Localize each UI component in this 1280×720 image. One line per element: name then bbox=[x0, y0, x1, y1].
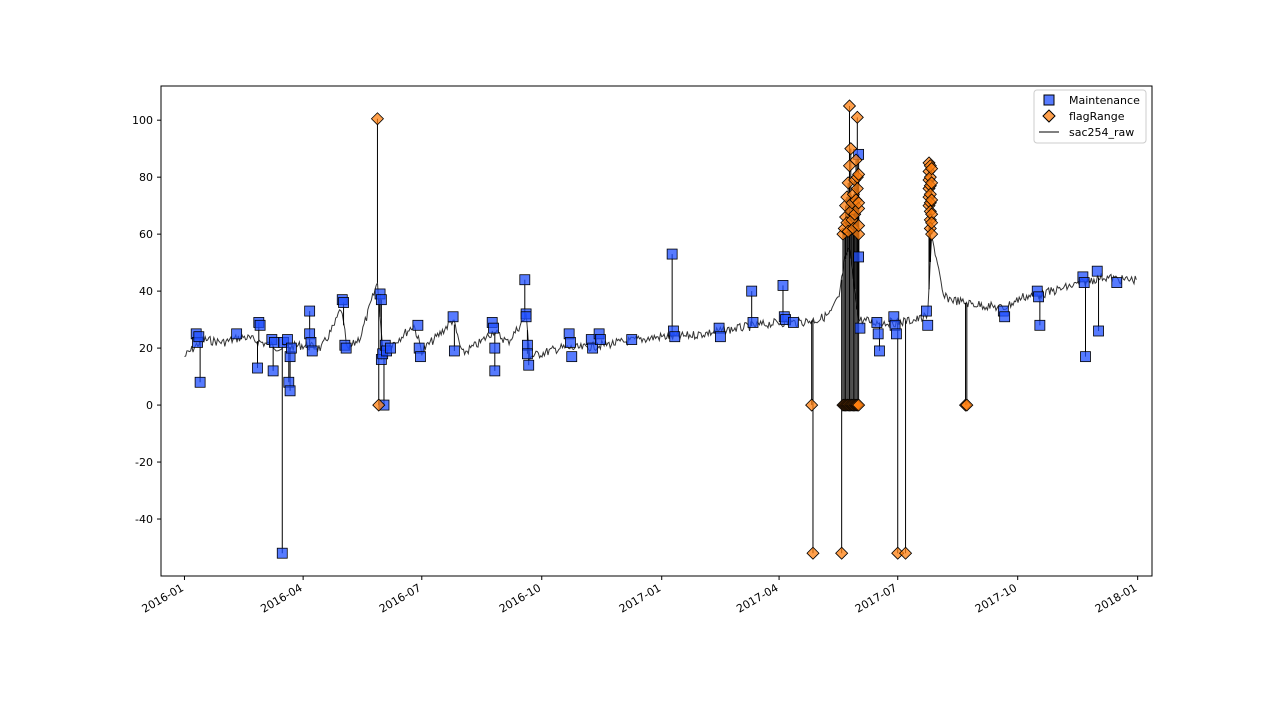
maintenance-point bbox=[1091, 265, 1103, 277]
maintenance-point bbox=[522, 348, 533, 360]
flagrange-point bbox=[844, 142, 858, 156]
legend-marker-flagrange bbox=[1042, 109, 1056, 123]
series-line-layer bbox=[184, 237, 1137, 361]
maintenance-point bbox=[566, 351, 578, 363]
y-tick-label: -20 bbox=[135, 456, 153, 469]
flagrange-point bbox=[898, 546, 913, 560]
maintenance-point bbox=[788, 317, 799, 328]
maintenance-point bbox=[340, 342, 352, 354]
maintenance-point bbox=[1111, 277, 1123, 288]
maintenance-markers bbox=[190, 148, 1123, 559]
y-tick-label: 0 bbox=[146, 399, 153, 412]
legend-marker-maintenance bbox=[1043, 94, 1055, 106]
series-line-sac254-raw bbox=[184, 237, 1137, 361]
maintenance-point bbox=[306, 345, 318, 357]
maintenance-point bbox=[375, 294, 387, 306]
maintenance-point bbox=[854, 322, 866, 334]
maintenance-point bbox=[1034, 319, 1046, 331]
maintenance-point bbox=[714, 331, 726, 343]
maintenance-point bbox=[520, 311, 532, 323]
flagrange-point bbox=[805, 398, 819, 412]
flagrange-point bbox=[852, 398, 866, 412]
maintenance-point bbox=[595, 334, 606, 345]
y-tick-label: 100 bbox=[132, 114, 153, 127]
stem-layer bbox=[199, 105, 1100, 554]
maintenance-point bbox=[285, 342, 297, 354]
maintenance-point bbox=[193, 331, 205, 343]
flagrange-point bbox=[849, 153, 863, 167]
maintenance-point bbox=[891, 328, 902, 340]
maintenance-point bbox=[587, 342, 599, 354]
maintenance-point bbox=[853, 251, 865, 263]
flagrange-point bbox=[850, 181, 864, 196]
flagrange-point bbox=[372, 398, 386, 412]
maintenance-point bbox=[874, 345, 885, 357]
maintenance-point bbox=[304, 305, 316, 317]
flagrange-point bbox=[370, 112, 385, 126]
maintenance-point bbox=[921, 305, 932, 317]
flagrange-point bbox=[852, 219, 866, 233]
flagrange-markers bbox=[370, 99, 974, 560]
maintenance-point bbox=[922, 319, 934, 331]
maintenance-point bbox=[871, 317, 883, 328]
maintenance-point bbox=[1033, 291, 1044, 303]
maintenance-point bbox=[746, 285, 758, 297]
y-tick-label: 40 bbox=[139, 285, 153, 298]
maintenance-point bbox=[999, 311, 1011, 323]
legend-label-raw: sac254_raw bbox=[1069, 126, 1134, 139]
maintenance-point bbox=[254, 319, 266, 331]
maintenance-point bbox=[267, 365, 279, 377]
maintenance-point bbox=[489, 365, 501, 377]
y-tick-label: 60 bbox=[139, 228, 153, 241]
maintenance-point bbox=[447, 311, 459, 323]
maintenance-point bbox=[415, 351, 426, 363]
flagrange-point bbox=[925, 162, 939, 176]
legend-label-maintenance: Maintenance bbox=[1069, 94, 1140, 107]
y-tick-label: 20 bbox=[139, 342, 153, 355]
y-axis: -40 -20 0 20 40 60 80 100 bbox=[132, 114, 161, 526]
legend: Maintenance flagRange sac254_raw bbox=[1033, 89, 1147, 144]
maintenance-point bbox=[1080, 351, 1091, 363]
maintenance-point bbox=[523, 359, 535, 371]
maintenance-point bbox=[489, 342, 501, 354]
flagrange-point bbox=[852, 167, 866, 181]
flagrange-point bbox=[925, 193, 939, 207]
flagrange-point bbox=[925, 227, 939, 241]
maintenance-point bbox=[231, 328, 243, 340]
maintenance-point bbox=[626, 334, 638, 345]
maintenance-point bbox=[252, 362, 263, 374]
maintenance-point bbox=[448, 345, 460, 357]
legend-label-flagrange: flagRange bbox=[1069, 110, 1125, 123]
flagrange-point bbox=[925, 176, 939, 190]
maintenance-point bbox=[1078, 277, 1090, 288]
flagrange-point bbox=[806, 546, 820, 560]
maintenance-point bbox=[519, 274, 531, 286]
flagrange-point bbox=[960, 398, 974, 412]
maintenance-point bbox=[276, 547, 288, 559]
maintenance-point bbox=[777, 280, 789, 291]
maintenance-point bbox=[385, 342, 396, 354]
maintenance-point bbox=[747, 317, 759, 328]
maintenance-point bbox=[412, 319, 424, 331]
maintenance-point bbox=[488, 322, 499, 334]
maintenance-point bbox=[269, 336, 280, 348]
flagrange-point bbox=[852, 196, 866, 210]
maintenance-point bbox=[338, 297, 349, 308]
flagrange-point bbox=[835, 546, 849, 560]
maintenance-point bbox=[284, 385, 296, 397]
flagrange-point bbox=[850, 110, 864, 124]
flagrange-point bbox=[842, 99, 857, 113]
maintenance-point bbox=[669, 331, 681, 343]
maintenance-point bbox=[872, 328, 884, 340]
plot-frame bbox=[160, 85, 1153, 577]
maintenance-point bbox=[194, 376, 206, 388]
y-tick-label: -40 bbox=[135, 513, 153, 526]
y-tick-label: 80 bbox=[139, 171, 153, 184]
maintenance-point bbox=[565, 336, 576, 348]
legend-box bbox=[1033, 89, 1147, 144]
maintenance-point bbox=[1093, 325, 1104, 337]
maintenance-point bbox=[666, 248, 678, 260]
flagrange-point bbox=[852, 227, 866, 241]
